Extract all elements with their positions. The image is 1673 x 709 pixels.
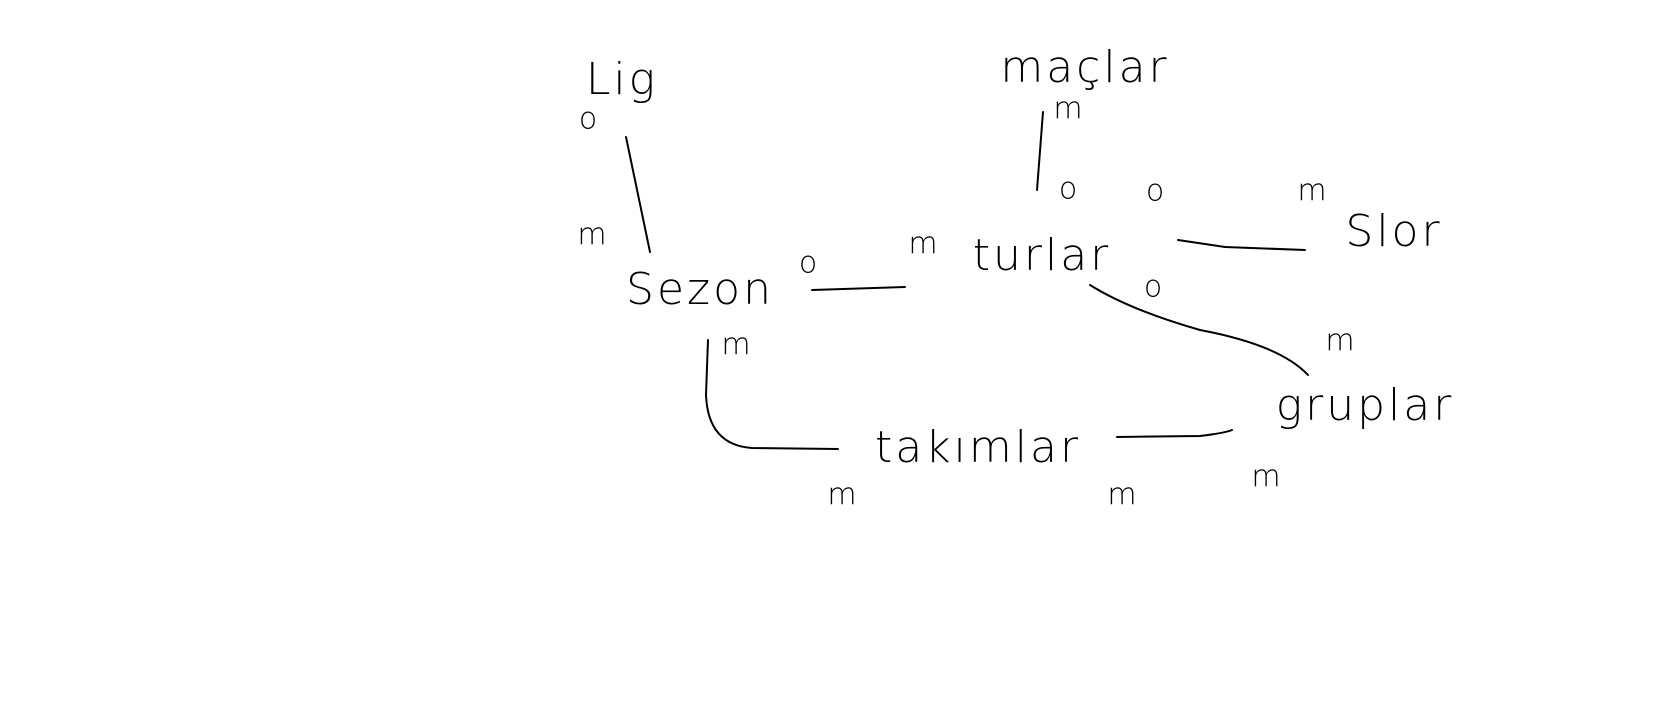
cardinality: o <box>579 102 597 137</box>
cardinality: o <box>1059 172 1077 207</box>
cardinality: m <box>908 227 937 262</box>
edge-line <box>811 286 906 291</box>
edge-line <box>1177 239 1306 251</box>
cardinality: o <box>1146 174 1164 209</box>
edge-line <box>1036 111 1044 191</box>
edge-line <box>704 339 839 450</box>
cardinality: m <box>721 328 750 363</box>
cardinality: m <box>827 478 856 513</box>
entity-label: gruplar <box>1276 380 1455 431</box>
cardinality: m <box>1053 92 1082 127</box>
entity-label: Slor <box>1345 206 1442 257</box>
cardinality: m <box>1325 324 1354 359</box>
cardinality: m <box>577 218 606 253</box>
edge-line <box>625 136 651 253</box>
entity-label: maçlar <box>1000 42 1169 93</box>
cardinality: m <box>1107 478 1136 513</box>
edge-line <box>1116 429 1233 438</box>
entity-label: Lig <box>586 54 658 105</box>
entity-label: takımlar <box>875 422 1081 473</box>
cardinality: o <box>799 246 817 281</box>
cardinality: m <box>1251 460 1280 495</box>
edge-line <box>1089 284 1309 376</box>
cardinality: m <box>1297 174 1326 209</box>
cardinality: o <box>1144 270 1162 305</box>
entity-label: turlar <box>973 230 1112 281</box>
entity-label: Sezon <box>626 264 774 315</box>
